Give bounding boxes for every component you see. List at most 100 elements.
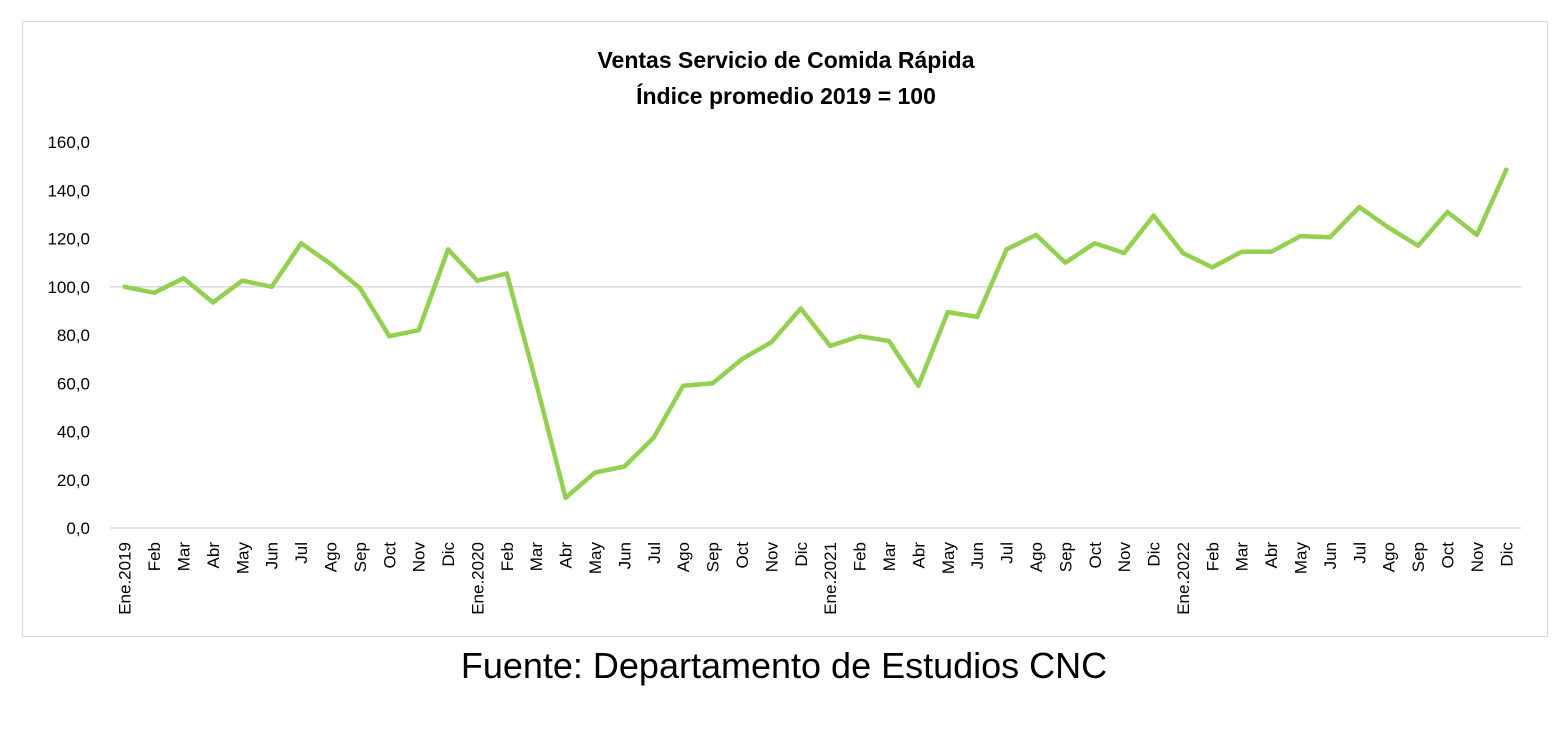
data-point	[298, 241, 304, 246]
x-tick-label: Abr	[909, 542, 928, 569]
x-tick-label: Jul	[645, 542, 664, 564]
chart-title: Ventas Servicio de Comida Rápida	[597, 47, 974, 73]
data-point	[534, 381, 539, 386]
data-point	[945, 309, 950, 315]
data-point	[151, 290, 157, 295]
data-point	[122, 284, 127, 289]
data-point	[592, 470, 598, 475]
data-point	[798, 306, 803, 311]
x-tick-label: Oct	[1086, 542, 1105, 569]
data-point	[1386, 225, 1391, 230]
data-point	[475, 278, 480, 283]
chart-subtitle: Índice promedio 2019 = 100	[636, 82, 936, 109]
x-tick-label: Dic	[1145, 542, 1164, 567]
data-point	[563, 495, 568, 500]
x-tick-label: Mar	[1233, 542, 1252, 572]
x-tick-label: Jun	[968, 542, 987, 569]
x-tick-label: Ene.2022	[1174, 542, 1193, 615]
chart-frame: Ventas Servicio de Comida Rápida Índice …	[22, 21, 1548, 637]
x-tick-label: Jun	[1321, 542, 1340, 569]
x-tick-label: Oct	[1439, 542, 1458, 569]
data-point	[1357, 204, 1362, 210]
x-axis-ticks: Ene.2019 Feb Mar Abr May Jun Jul Ago Sep Oct Nov Di…	[116, 542, 1517, 615]
data-point	[622, 464, 627, 469]
data-point	[445, 247, 451, 252]
x-tick-label: Jul	[1350, 542, 1369, 564]
y-tick-label: 40,0	[57, 423, 90, 442]
y-tick-label: 80,0	[57, 326, 90, 345]
data-point	[769, 340, 774, 345]
x-tick-label: May	[586, 542, 605, 575]
x-tick-label: Sep	[1056, 542, 1075, 572]
data-point	[1092, 241, 1098, 246]
data-point	[240, 278, 245, 283]
x-tick-label: Ago	[321, 542, 340, 572]
x-tick-label: Nov	[762, 542, 781, 573]
data-point	[1474, 232, 1480, 238]
y-tick-label: 160,0	[47, 133, 90, 152]
x-tick-label: Dic	[439, 542, 458, 567]
x-tick-label: Jun	[615, 542, 634, 569]
x-tick-label: Dic	[792, 542, 811, 567]
y-tick-label: 60,0	[57, 374, 90, 393]
x-tick-label: Feb	[498, 542, 517, 571]
y-axis-ticks: 0,0 20,0 40,0 60,0 80,0 100,0 120,0 140,0 160,0	[47, 133, 90, 538]
data-point	[916, 383, 921, 388]
data-point	[1180, 250, 1186, 256]
x-tick-label: Ene.2019	[116, 542, 135, 615]
data-point	[1415, 243, 1421, 248]
data-point	[1327, 235, 1333, 240]
data-point	[1445, 209, 1450, 215]
data-point	[357, 285, 363, 291]
data-point	[1298, 233, 1303, 239]
x-tick-label: Mar	[174, 542, 193, 572]
x-tick-label: Oct	[380, 542, 399, 569]
x-tick-label: Ago	[674, 542, 693, 572]
data-point	[181, 276, 186, 281]
data-point	[1504, 167, 1509, 172]
x-tick-label: May	[1292, 542, 1311, 575]
data-point	[681, 383, 686, 388]
data-point	[1151, 213, 1156, 218]
x-tick-label: Abr	[1262, 542, 1281, 569]
data-point	[210, 300, 216, 305]
x-tick-label: Sep	[1409, 542, 1428, 572]
data-point	[1004, 247, 1009, 252]
x-tick-label: Jul	[292, 542, 311, 564]
source-note: Fuente: Departamento de Estudios CNC	[460, 645, 1108, 686]
x-tick-label: Nov	[410, 542, 429, 573]
y-tick-label: 140,0	[47, 181, 90, 200]
data-point	[504, 271, 509, 276]
data-point	[1210, 265, 1215, 270]
x-tick-label: May	[233, 542, 252, 575]
x-tick-label: Nov	[1115, 542, 1134, 573]
x-tick-label: Abr	[204, 542, 223, 569]
x-tick-label: Sep	[704, 542, 723, 572]
x-tick-label: Ene.2021	[821, 542, 840, 615]
data-point	[416, 328, 421, 333]
series-group	[122, 167, 1509, 501]
data-point	[739, 356, 745, 362]
data-point	[975, 314, 980, 320]
x-tick-label: Feb	[851, 542, 870, 571]
x-tick-label: Feb	[1203, 542, 1222, 571]
x-tick-label: Oct	[733, 542, 752, 569]
data-point	[1033, 232, 1039, 238]
x-tick-label: Mar	[880, 542, 899, 572]
data-point	[857, 334, 862, 339]
x-tick-label: Jun	[263, 542, 282, 569]
y-tick-label: 0,0	[66, 519, 90, 538]
x-tick-label: Sep	[351, 542, 370, 572]
x-tick-label: Abr	[557, 542, 576, 569]
x-tick-label: Ene.2020	[468, 542, 487, 615]
data-point	[387, 334, 392, 339]
data-point	[1268, 249, 1274, 254]
data-point	[886, 338, 892, 344]
x-tick-label: May	[939, 542, 958, 575]
data-point	[269, 284, 274, 289]
x-tick-label: Ago	[1380, 542, 1399, 572]
x-tick-label: Dic	[1497, 542, 1516, 567]
data-point	[828, 343, 833, 349]
x-tick-label: Jul	[998, 542, 1017, 564]
line-chart: Ventas Servicio de Comida Rápida Índice …	[47, 47, 1521, 615]
